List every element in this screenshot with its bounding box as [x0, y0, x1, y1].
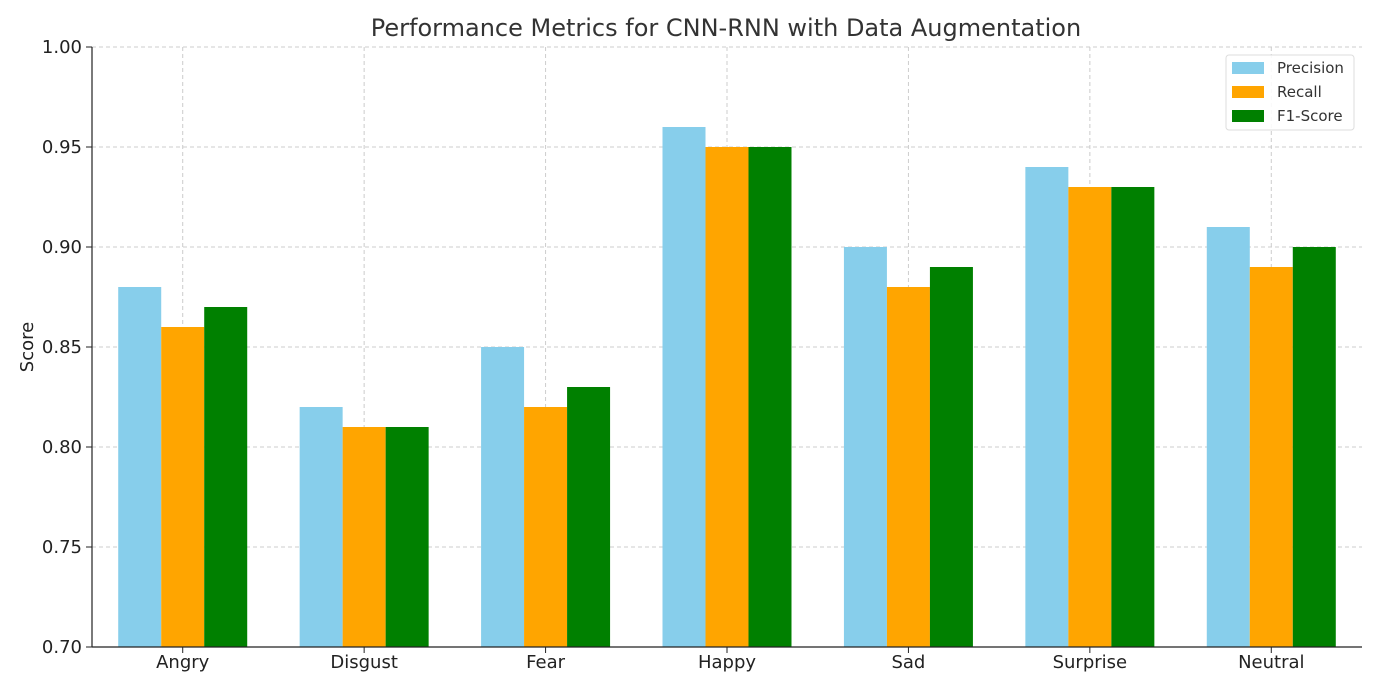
bar-recall-surprise [1068, 187, 1112, 647]
legend-swatch [1232, 62, 1264, 74]
legend-swatch [1232, 110, 1264, 122]
legend-label: Recall [1277, 83, 1322, 101]
bar-recall-angry [161, 327, 205, 647]
bar-recall-sad [886, 287, 930, 647]
bar-f1-score-fear [567, 387, 611, 647]
x-tick-label: Angry [156, 652, 210, 673]
legend-label: Precision [1277, 59, 1344, 77]
bar-f1-score-surprise [1111, 187, 1155, 647]
y-tick-label: 0.85 [42, 337, 82, 358]
y-tick-label: 0.95 [42, 137, 82, 158]
bar-precision-surprise [1025, 167, 1069, 647]
y-tick-label: 0.80 [42, 437, 82, 458]
legend-label: F1-Score [1277, 107, 1343, 125]
y-tick-label: 0.90 [42, 237, 82, 258]
y-tick-label: 1.00 [42, 37, 82, 58]
legend: Precision Recall F1-Score [1225, 54, 1355, 131]
bar-precision-fear [481, 347, 525, 647]
x-tick-label: Fear [526, 652, 565, 673]
tick-labels: 0.70 0.75 0.80 0.85 0.90 0.95 1.00 Angry Disgust… [42, 37, 1305, 673]
chart-title: Performance Metrics for CNN-RNN with Dat… [371, 14, 1081, 42]
axes [86, 46, 1362, 653]
x-tick-label: Surprise [1053, 652, 1128, 673]
bar-f1-score-neutral [1292, 247, 1336, 647]
y-axis-label: Score [17, 322, 38, 372]
y-tick-label: 0.70 [42, 637, 82, 658]
bar-precision-happy [662, 127, 706, 647]
x-tick-label: Neutral [1238, 652, 1304, 673]
y-tick-label: 0.75 [42, 537, 82, 558]
x-tick-label: Happy [698, 652, 756, 673]
bar-recall-happy [705, 147, 749, 647]
bar-f1-score-disgust [385, 427, 429, 647]
bar-f1-score-happy [748, 147, 792, 647]
bar-recall-neutral [1249, 267, 1293, 647]
bar-precision-disgust [299, 407, 343, 647]
bar-recall-fear [524, 407, 568, 647]
bar-precision-sad [843, 247, 887, 647]
x-tick-label: Sad [891, 652, 925, 673]
bar-f1-score-sad [929, 267, 973, 647]
bar-recall-disgust [342, 427, 386, 647]
x-tick-label: Disgust [330, 652, 398, 673]
legend-swatch [1232, 86, 1264, 98]
bar-precision-neutral [1206, 227, 1250, 647]
bars [118, 127, 1336, 647]
bar-f1-score-angry [204, 307, 248, 647]
bar-precision-angry [118, 287, 162, 647]
